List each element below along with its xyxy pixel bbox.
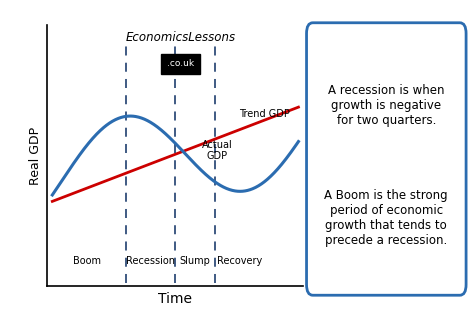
Text: A Boom is the strong
period of economic
growth that tends to
precede a recession: A Boom is the strong period of economic … [325,189,448,247]
Text: Boom: Boom [73,256,101,266]
Text: Trend GDP: Trend GDP [238,109,290,119]
Text: Recovery: Recovery [217,256,262,266]
Text: A recession is when
growth is negative
for two quarters.: A recession is when growth is negative f… [328,84,445,127]
Text: EconomicsLessons: EconomicsLessons [126,31,236,44]
Text: Slump: Slump [180,256,210,266]
Text: Recession: Recession [126,256,175,266]
X-axis label: Time: Time [158,292,192,306]
Y-axis label: Real GDP: Real GDP [29,127,42,185]
Text: Actual
GDP: Actual GDP [202,140,233,162]
Text: .co.uk: .co.uk [167,59,194,68]
FancyBboxPatch shape [307,23,466,295]
